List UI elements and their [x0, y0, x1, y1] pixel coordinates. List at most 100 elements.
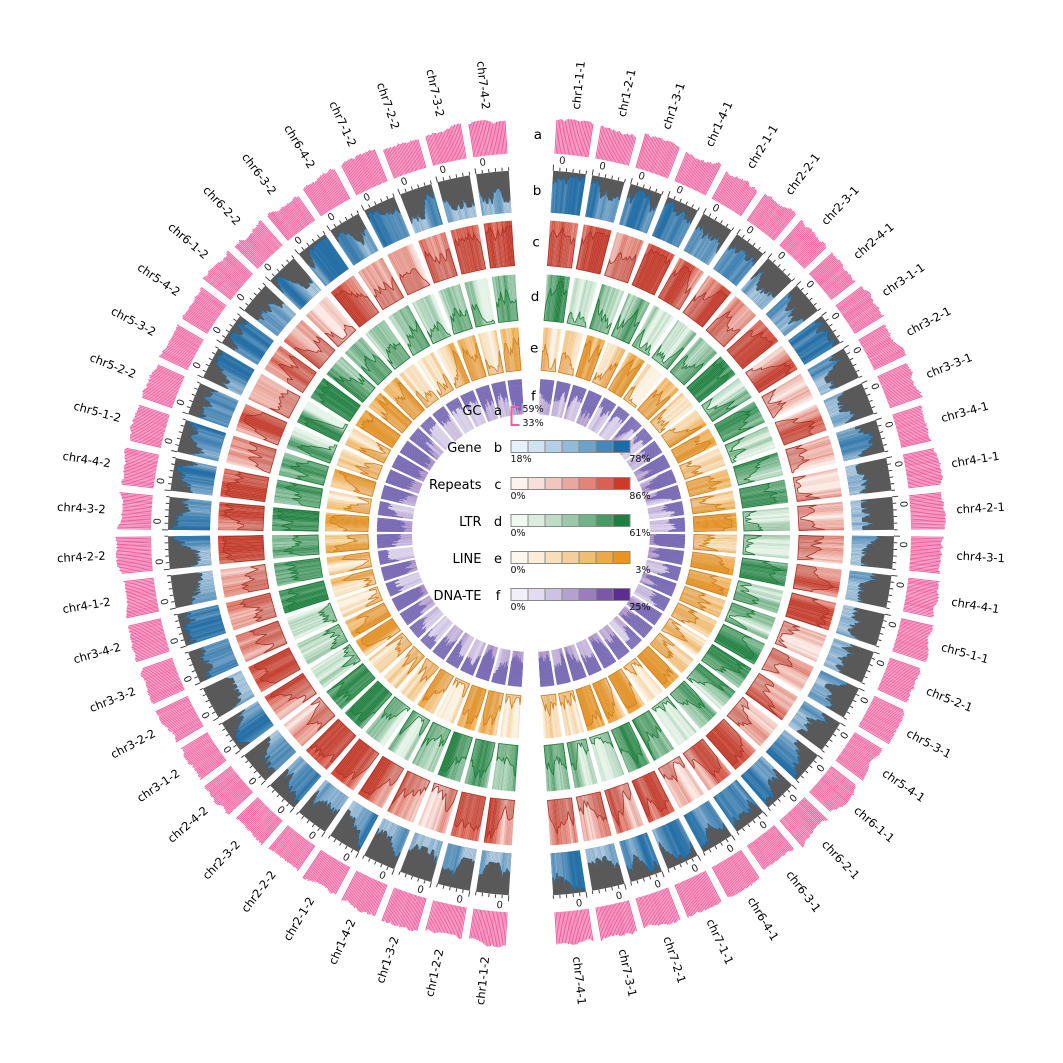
segment-zero-label: 0 — [575, 898, 583, 910]
legend-label-dnate: DNA-TE — [433, 589, 482, 604]
legend-row-gc: GC a 59% 33% — [412, 403, 651, 429]
legend-label-gene: Gene — [447, 441, 482, 456]
segment-zero-label: 0 — [181, 674, 194, 684]
segment-zero-label: 0 — [175, 398, 188, 408]
chromosome-label: chr2-3-1 — [818, 183, 862, 228]
legend-swatch-cell — [578, 440, 597, 453]
legend-swatch-cell — [544, 440, 563, 453]
track-letter-f: f — [531, 389, 537, 405]
legend-swatch-cell — [612, 440, 631, 453]
chromosome-label: chr6-3-2 — [239, 150, 280, 197]
legend-swatch-cell — [544, 477, 563, 490]
segment-zero-label: 0 — [896, 581, 908, 589]
legend-gradient-gene — [510, 440, 651, 453]
chromosome-label: chr5-4-2 — [135, 260, 183, 299]
segment-zero-label: 0 — [899, 541, 910, 548]
legend-swatch-cell — [578, 477, 597, 490]
chromosome-label: chr7-3-2 — [423, 68, 447, 118]
chromosome-label: chr5-1-1 — [940, 640, 991, 666]
segment-zero-label: 0 — [496, 900, 503, 911]
segment-zero-label: 0 — [153, 518, 164, 525]
chromosome-label: chr6-1-2 — [165, 220, 211, 262]
legend-gc-range: 59% 33% — [510, 403, 544, 429]
legend-swatch-cell — [527, 440, 546, 453]
segment-zero-label: 0 — [416, 884, 425, 896]
legend-swatch-cell — [578, 551, 597, 564]
segment-zero-label: 0 — [775, 250, 787, 262]
segment-zero-label: 0 — [263, 262, 275, 274]
segment-zero-label: 0 — [439, 164, 448, 176]
gc-range-bracket-icon — [510, 406, 520, 426]
segment-zero-label: 0 — [479, 157, 487, 169]
chromosome-label: chr3-2-1 — [904, 304, 953, 339]
legend-swatch-cell — [595, 588, 614, 601]
track-letter-a: a — [534, 127, 542, 143]
chromosome-label: chr5-1-2 — [72, 399, 123, 425]
legend-min-line: 0% — [510, 565, 526, 576]
chromosome-label: chr7-1-2 — [326, 99, 359, 149]
legend-swatch-cell — [595, 514, 614, 527]
chromosome-label: chr5-3-2 — [109, 304, 158, 339]
segment-zero-label: 0 — [887, 620, 899, 629]
track-letter-d: d — [531, 289, 540, 305]
segment-zero-label: 0 — [839, 730, 852, 741]
legend-label-ltr: LTR — [459, 515, 482, 530]
track-letter-b: b — [533, 183, 542, 199]
segment-zero-label: 0 — [326, 211, 337, 224]
legend-min-gene: 18% — [510, 454, 532, 465]
legend-max-line: 3% — [635, 565, 651, 576]
legend-label-gc: GC — [462, 404, 482, 419]
segment-zero-label: 0 — [163, 437, 175, 446]
legend-swatch-cell — [595, 551, 614, 564]
segment-zero-label: 0 — [875, 659, 888, 669]
legend-row-repeats: Repeats c 0% 86% — [412, 477, 651, 503]
chromosome-label: chr4-4-2 — [62, 449, 112, 471]
legend-track-letter-f: f — [495, 589, 501, 604]
chromosome-label: chr7-4-1 — [570, 956, 589, 1006]
segment-zero-label: 0 — [455, 894, 463, 906]
segment-zero-label: 0 — [400, 176, 410, 189]
chromosome-label: chr7-3-1 — [616, 948, 640, 998]
chromosome-label: chr2-2-1 — [782, 150, 823, 197]
chromosome-label: chr4-4-1 — [950, 595, 1000, 617]
chromosome-label: chr4-3-1 — [956, 549, 1005, 566]
legend-scale-ltr: 0% 61% — [510, 514, 651, 540]
segment-zero-label: 0 — [211, 325, 224, 336]
legend-gc-max: 59% — [522, 403, 544, 415]
segment-zero-label: 0 — [803, 279, 815, 291]
segment-zero-label: 0 — [828, 311, 841, 323]
chromosome-label: chr6-2-2 — [200, 183, 244, 228]
chromosome-label: chr1-1-1 — [569, 60, 588, 110]
legend-swatch-cell — [595, 440, 614, 453]
legend-row-dnate: DNA-TE f 0% 25% — [412, 588, 651, 614]
segment-zero-label: 0 — [306, 830, 318, 843]
legend-row-ltr: LTR d 0% 61% — [412, 514, 651, 540]
segment-zero-label: 0 — [615, 890, 624, 902]
legend-swatch-cell — [544, 514, 563, 527]
legend-track-letter-e: e — [494, 552, 502, 567]
chromosome-label: chr4-2-1 — [956, 500, 1005, 517]
segment-zero-label: 0 — [744, 224, 756, 237]
legend-swatch-cell — [595, 477, 614, 490]
legend-min-ltr: 0% — [510, 528, 526, 539]
segment-zero-label: 0 — [850, 345, 863, 356]
legend-swatch-cell — [544, 551, 563, 564]
legend-swatch-cell — [510, 514, 529, 527]
legend-swatch-cell — [510, 588, 529, 601]
legend-max-ltr: 61% — [629, 528, 651, 539]
chromosome-label: chr4-2-2 — [57, 549, 106, 566]
chromosome-label: chr7-2-1 — [660, 935, 689, 986]
track-letter-e: e — [530, 341, 538, 357]
legend-gradient-repeats — [510, 477, 651, 490]
legend-swatch-cell — [544, 588, 563, 601]
legend-swatch-cell — [561, 551, 580, 564]
chromosome-label: chr1-1-2 — [473, 956, 492, 1006]
chromosome-label: chr1-3-2 — [373, 935, 402, 986]
legend-gradient-dnate — [510, 588, 651, 601]
legend-label-repeats: Repeats — [428, 478, 482, 493]
legend-gc-min: 33% — [522, 417, 544, 429]
segment-zero-label: 0 — [897, 501, 908, 508]
legend-min-repeats: 0% — [510, 491, 526, 502]
